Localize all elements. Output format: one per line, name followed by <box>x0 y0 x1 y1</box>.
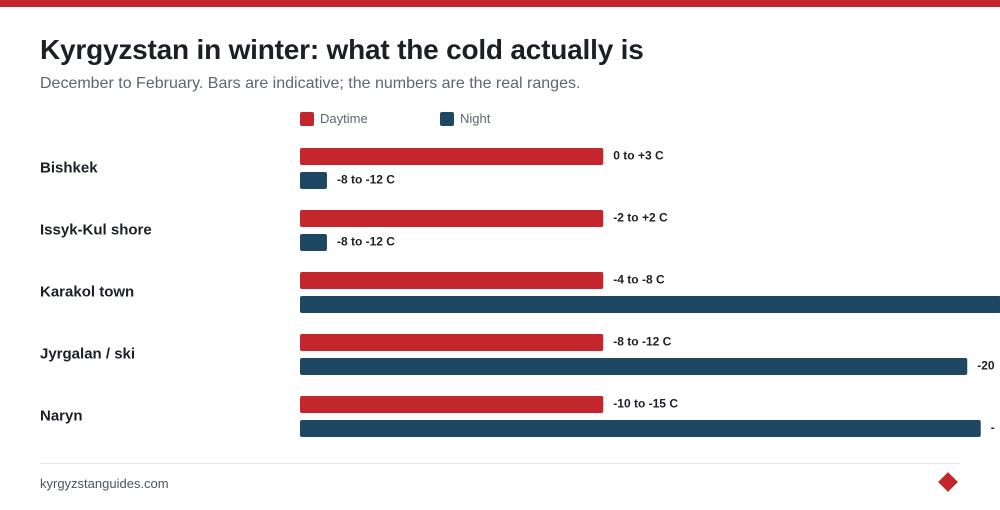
value-label-night-naryn: - <box>991 421 995 435</box>
value-label-night-issyk-kul-shore: -8 to -12 C <box>337 235 395 249</box>
bar-night-jyrgalan-ski <box>300 358 968 375</box>
category-label-jyrgalan-ski: Jyrgalan / ski <box>40 345 135 362</box>
bar-night-issyk-kul-shore <box>300 234 327 251</box>
bar-daytime-jyrgalan-ski <box>300 334 604 351</box>
value-label-daytime-bishkek: 0 to +3 C <box>613 149 664 163</box>
bar-night-bishkek <box>300 172 327 189</box>
value-label-daytime-issyk-kul-shore: -2 to +2 C <box>613 211 668 225</box>
legend-swatch-night <box>440 112 454 126</box>
category-label-naryn: Naryn <box>40 407 83 424</box>
legend-label-night: Night <box>460 111 491 126</box>
top-accent-rule <box>0 0 1000 7</box>
bar-night-naryn <box>300 420 981 437</box>
bar-daytime-naryn <box>300 396 604 413</box>
value-label-daytime-karakol-town: -4 to -8 C <box>613 273 665 287</box>
category-label-karakol-town: Karakol town <box>40 283 134 300</box>
chart-subtitle: December to February. Bars are indicativ… <box>40 75 581 92</box>
category-label-bishkek: Bishkek <box>40 159 98 176</box>
legend-label-daytime: Daytime <box>320 111 368 126</box>
bar-night-karakol-town <box>300 296 1000 313</box>
bar-daytime-karakol-town <box>300 272 604 289</box>
value-label-night-bishkek: -8 to -12 C <box>337 173 395 187</box>
value-label-daytime-naryn: -10 to -15 C <box>613 397 678 411</box>
chart-title: Kyrgyzstan in winter: what the cold actu… <box>40 34 644 65</box>
category-label-issyk-kul-shore: Issyk-Kul shore <box>40 221 152 238</box>
bar-daytime-issyk-kul-shore <box>300 210 604 227</box>
bar-daytime-bishkek <box>300 148 604 165</box>
footer-divider <box>40 463 960 464</box>
value-label-daytime-jyrgalan-ski: -8 to -12 C <box>613 335 671 349</box>
footer-source: kyrgyzstanguides.com <box>40 476 169 491</box>
value-label-night-jyrgalan-ski: -20 <box>977 359 995 373</box>
legend-swatch-daytime <box>300 112 314 126</box>
